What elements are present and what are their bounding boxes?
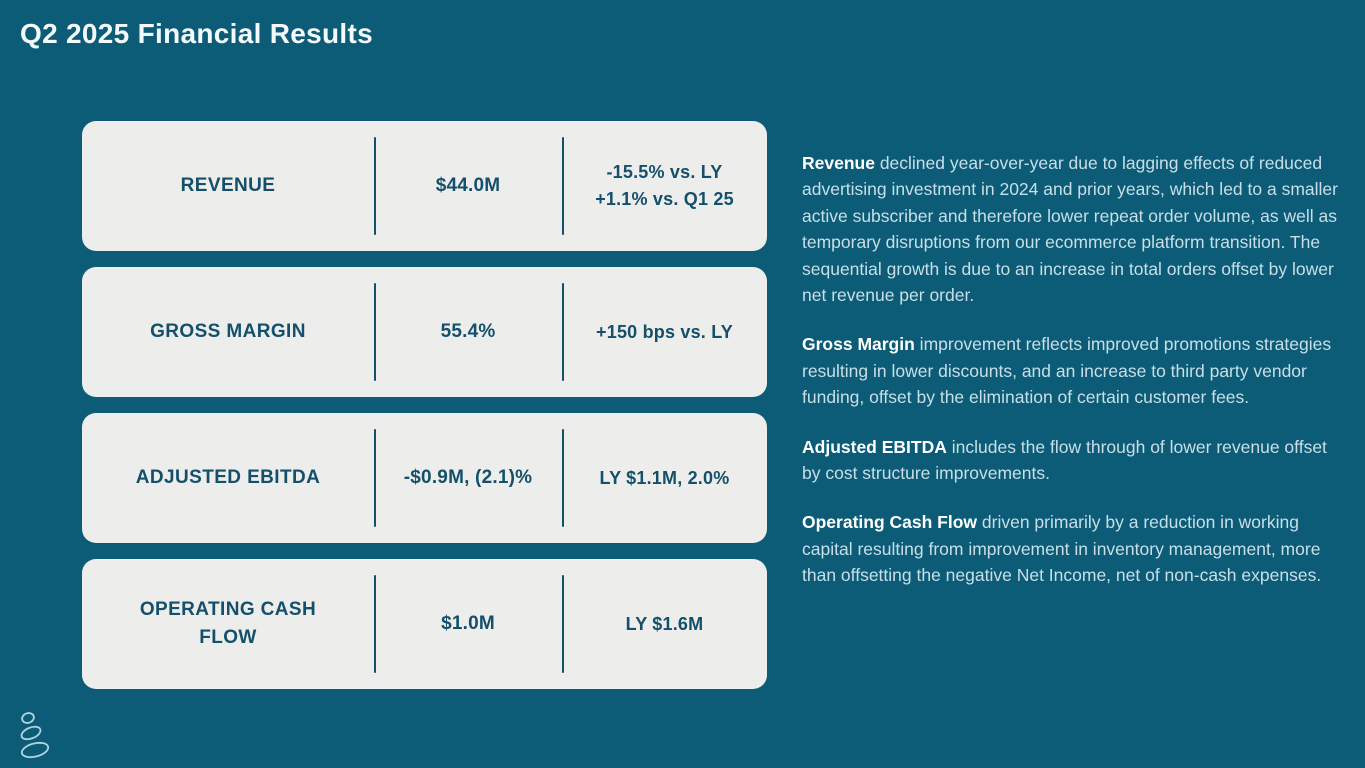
- commentary-paragraph-gross-margin: Gross Margin improvement reflects improv…: [802, 331, 1350, 410]
- commentary-text: declined year-over-year due to lagging e…: [802, 153, 1338, 306]
- column-divider: [562, 575, 564, 673]
- commentary-lead: Gross Margin: [802, 334, 915, 355]
- metric-label: ADJUSTED EBITDA: [135, 467, 321, 489]
- commentary-text: driven primarily by a reduction in worki…: [802, 512, 1322, 586]
- metric-label: GROSS MARGIN: [150, 321, 306, 343]
- commentary-paragraph-revenue: Revenue declined year-over-year due to l…: [802, 150, 1350, 308]
- column-divider: [374, 575, 376, 673]
- metric-label: OPERATING CASH FLOW: [139, 599, 317, 648]
- column-divider: [562, 429, 564, 527]
- metric-value: 55.4%: [440, 321, 496, 342]
- commentary-panel: Revenue declined year-over-year due to l…: [802, 150, 1350, 612]
- comparison-line: -15.5% vs. LY: [606, 162, 723, 182]
- commentary-lead: Operating Cash Flow: [802, 512, 978, 533]
- metric-value: -$0.9M, (2.1)%: [403, 467, 533, 488]
- metric-value: $44.0M: [435, 175, 501, 196]
- commentary-paragraph-operating-cash-flow: Operating Cash Flow driven primarily by …: [802, 509, 1350, 588]
- commentary-lead: Revenue: [802, 153, 875, 173]
- comparison-line: LY $1.6M: [625, 613, 704, 634]
- column-divider: [374, 137, 376, 235]
- commentary-text: includes the flow through of lower reven…: [802, 436, 1327, 484]
- metric-value: $1.0M: [441, 613, 495, 634]
- metric-comparison: -15.5% vs. LY +1.1% vs. Q1 25: [562, 121, 767, 251]
- column-divider: [374, 429, 376, 527]
- column-divider: [562, 137, 564, 235]
- metric-card-adjusted-ebitda: ADJUSTED EBITDA -$0.9M, (2.1)% LY $1.1M,…: [82, 413, 767, 543]
- metric-card-revenue: REVENUE $44.0M -15.5% vs. LY +1.1% vs. Q…: [82, 121, 767, 251]
- comparison-line: LY $1.1M, 2.0%: [599, 467, 730, 488]
- metric-card-operating-cash-flow: OPERATING CASH FLOW $1.0M LY $1.6M: [82, 559, 767, 689]
- metric-comparison: LY $1.1M, 2.0%: [562, 413, 767, 543]
- metric-comparison: LY $1.6M: [562, 559, 767, 689]
- metric-comparison: +150 bps vs. LY: [562, 267, 767, 397]
- comparison-line: +150 bps vs. LY: [596, 321, 733, 342]
- commentary-paragraph-adjusted-ebitda: Adjusted EBITDA includes the flow throug…: [802, 434, 1350, 487]
- metric-label: REVENUE: [180, 175, 276, 197]
- commentary-lead: Adjusted EBITDA: [802, 436, 947, 457]
- comparison-line: +1.1% vs. Q1 25: [595, 189, 734, 209]
- column-divider: [562, 283, 564, 381]
- brand-pebbles-logo-icon: [20, 712, 50, 759]
- commentary-text: improvement reflects improved promotions…: [802, 334, 1332, 408]
- metric-card-gross-margin: GROSS MARGIN 55.4% +150 bps vs. LY: [82, 267, 767, 397]
- page-title: Q2 2025 Financial Results: [20, 18, 373, 49]
- column-divider: [374, 283, 376, 381]
- metrics-panel: REVENUE $44.0M -15.5% vs. LY +1.1% vs. Q…: [82, 121, 767, 689]
